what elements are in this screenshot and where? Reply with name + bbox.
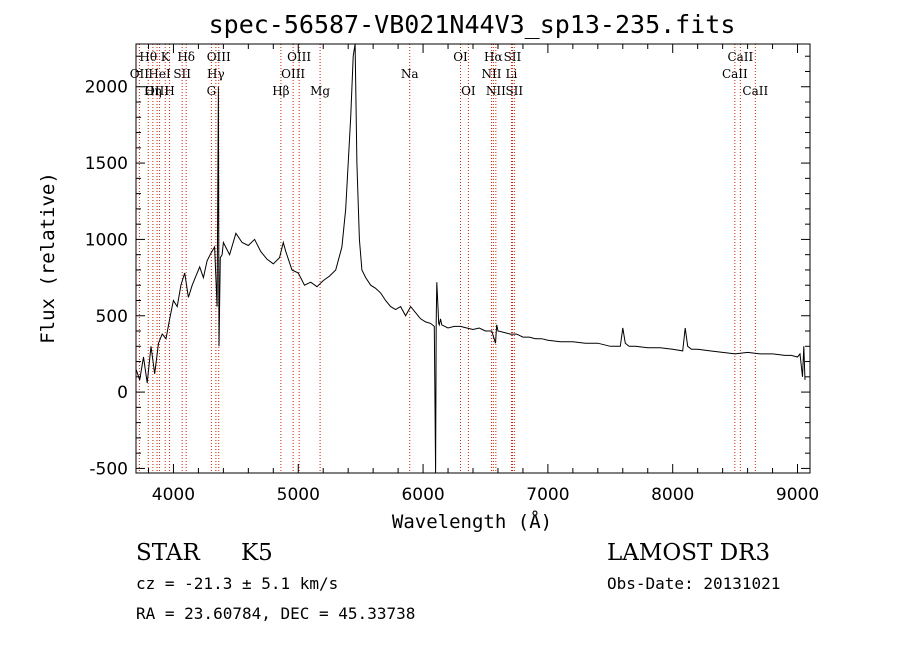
y-tick-label-3: 1000 bbox=[85, 230, 128, 250]
line-label-26: CaII bbox=[722, 67, 748, 81]
line-label-22: Li bbox=[506, 67, 518, 81]
x-axis: 4000 5000 6000 7000 8000 9000 bbox=[147, 44, 819, 505]
line-label-0: Hθ bbox=[139, 50, 157, 64]
line-label-14: Hβ bbox=[272, 84, 289, 98]
object-subclass: K5 bbox=[241, 540, 273, 566]
line-label-25: CaII bbox=[727, 50, 753, 64]
x-axis-label: Wavelength (Å) bbox=[392, 510, 552, 533]
chart-title: spec-56587-VB021N44V3_sp13-235.fits bbox=[209, 10, 736, 39]
x-tick-label-4: 8000 bbox=[651, 485, 694, 505]
line-label-18: OI bbox=[461, 84, 476, 98]
plot-frame bbox=[135, 43, 811, 474]
line-label-5: Hη bbox=[144, 84, 162, 98]
x-tick-label-2: 6000 bbox=[401, 485, 444, 505]
line-label-20: SII bbox=[504, 50, 522, 64]
survey-name: LAMOST DR3 bbox=[607, 540, 770, 566]
y-tick-label-0: -500 bbox=[89, 459, 128, 479]
y-axis: -500 0 500 1000 1500 2000 bbox=[85, 55, 810, 479]
y-tick-label-2: 500 bbox=[96, 307, 128, 327]
y-axis-label: Flux (relative) bbox=[37, 172, 59, 344]
line-label-6: Hδ bbox=[177, 50, 195, 64]
line-label-3: K bbox=[161, 50, 171, 64]
x-tick-label-0: 4000 bbox=[152, 485, 195, 505]
line-label-19: Hα bbox=[484, 50, 503, 64]
line-label-21: NII bbox=[481, 67, 501, 81]
spectrum-line bbox=[135, 43, 806, 474]
line-markers bbox=[138, 44, 756, 473]
object-type: STAR bbox=[136, 540, 200, 566]
velocity-readout: cz = -21.3 ± 5.1 km/s bbox=[136, 574, 338, 593]
obs-date: Obs-Date: 20131021 bbox=[607, 574, 780, 593]
x-tick-label-5: 9000 bbox=[776, 485, 819, 505]
line-label-4: HeI bbox=[148, 67, 171, 81]
line-label-12: OIII bbox=[287, 50, 311, 64]
line-label-7: SII bbox=[173, 67, 191, 81]
line-label-11: G bbox=[207, 84, 217, 98]
line-label-13: OIII bbox=[281, 67, 305, 81]
coordinates: RA = 23.60784, DEC = 45.33738 bbox=[136, 604, 415, 623]
y-tick-label-1: 0 bbox=[117, 383, 128, 403]
line-label-2: OIII bbox=[145, 84, 169, 98]
line-label-27: CaII bbox=[742, 84, 768, 98]
x-tick-label-3: 7000 bbox=[526, 485, 569, 505]
line-label-9: OIII bbox=[207, 50, 231, 64]
x-tick-label-1: 5000 bbox=[277, 485, 320, 505]
line-label-15: Mg bbox=[310, 84, 330, 98]
line-label-17: OI bbox=[453, 50, 468, 64]
line-label-10: Hγ bbox=[207, 67, 225, 81]
line-label-23: NII bbox=[486, 84, 506, 98]
line-label-8: H bbox=[164, 84, 174, 98]
line-label-24: SII bbox=[505, 84, 523, 98]
line-label-1: OII bbox=[130, 67, 150, 81]
y-tick-label-4: 1500 bbox=[85, 154, 128, 174]
line-label-16: Na bbox=[401, 67, 419, 81]
y-tick-label-5: 2000 bbox=[85, 78, 128, 98]
